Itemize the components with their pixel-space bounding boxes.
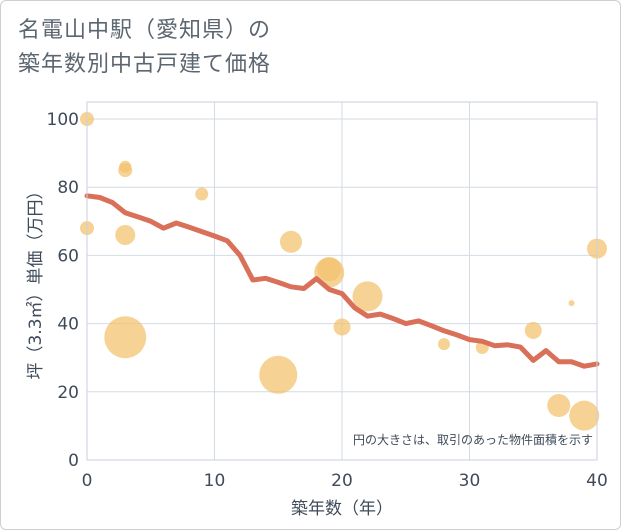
- bubble-point: [195, 187, 209, 201]
- bubble-point: [568, 300, 575, 307]
- trend-line: [84, 193, 600, 369]
- y-tick-label: 20: [57, 383, 79, 403]
- x-tick-label: 30: [459, 471, 481, 491]
- bubble-size-note: 円の大きさは、取引のあった物件面積を示す: [353, 432, 593, 447]
- x-axis-ticks: 0 10 20 30 40: [82, 471, 608, 491]
- bubble-point: [547, 393, 571, 417]
- y-tick-label: 80: [57, 178, 79, 198]
- chart-title-line1: 名電山中駅（愛知県）の: [18, 18, 272, 43]
- y-tick-label: 100: [47, 110, 79, 130]
- bubble-point: [352, 281, 383, 312]
- chart-title-line2: 築年数別中古戸建て価格: [18, 52, 272, 77]
- bubble-point: [438, 338, 450, 351]
- bubble-point: [118, 163, 133, 178]
- chart-title: 名電山中駅（愛知県）の 築年数別中古戸建て価格: [18, 14, 271, 82]
- bubble-point: [115, 224, 136, 245]
- bubble-point: [280, 230, 302, 253]
- y-tick-label: 60: [57, 246, 79, 266]
- y-tick-label: 0: [68, 451, 79, 471]
- y-tick-label: 40: [57, 315, 79, 335]
- bubble-point: [333, 318, 351, 336]
- x-tick-label: 40: [586, 471, 608, 491]
- plot-frame: [86, 101, 598, 461]
- bubble-point: [259, 355, 298, 394]
- bubble-point: [104, 316, 147, 359]
- x-tick-label: 10: [204, 471, 226, 491]
- x-tick-label: 20: [331, 471, 353, 491]
- y-axis-title: 坪（3.3㎡）単価（万円）: [26, 182, 46, 379]
- bubble-point: [569, 400, 600, 431]
- y-axis-ticks: 0 20 40 60 80 100: [47, 110, 79, 471]
- trend-series: [84, 193, 600, 369]
- bubble-point: [524, 321, 542, 339]
- x-axis-title: 築年数（年）: [291, 499, 393, 519]
- x-tick-label: 0: [82, 471, 93, 491]
